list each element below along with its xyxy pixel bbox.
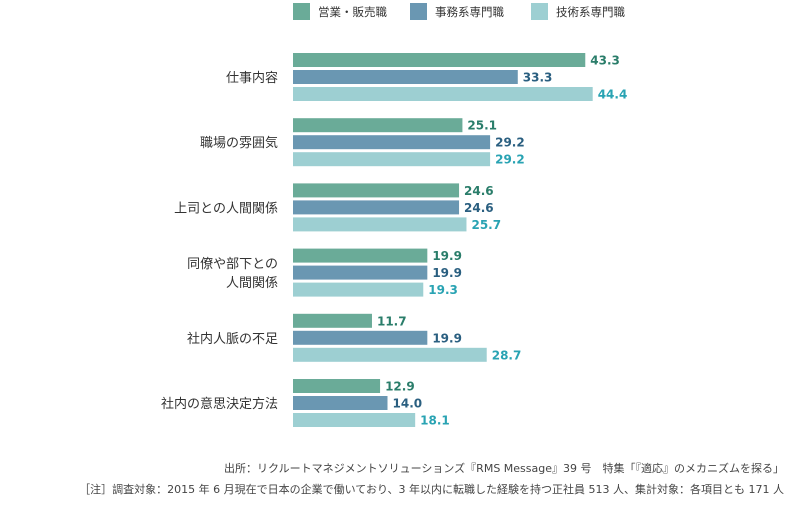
bar-6-series-2 — [293, 396, 388, 410]
value-label-1-series-2: 33.3 — [523, 71, 553, 85]
value-label-1-series-1: 43.3 — [590, 54, 620, 68]
bar-5-series-2 — [293, 330, 428, 345]
bar-6-series-3 — [293, 413, 416, 427]
value-label-4-series-1: 19.9 — [432, 249, 462, 263]
value-label-2-series-1: 25.1 — [467, 119, 497, 133]
value-label-3-series-1: 24.6 — [464, 184, 494, 198]
value-label-5-series-1: 11.7 — [377, 314, 407, 328]
bar-5-series-1 — [293, 313, 372, 328]
value-label-6-series-2: 14.0 — [393, 397, 423, 411]
source-note: 出所：リクルートマネジメントソリューションズ『RMS Message』39 号 … — [223, 462, 784, 475]
category-label-2: 職場の雰囲気 — [200, 135, 278, 151]
bar-5-series-3 — [293, 347, 487, 362]
bar-2-series-2 — [293, 135, 491, 150]
value-label-5-series-2: 19.9 — [432, 331, 462, 345]
category-label-6: 社内の意思決定方法 — [161, 396, 278, 412]
value-label-6-series-3: 18.1 — [420, 414, 450, 428]
category-label-1: 仕事内容 — [226, 70, 278, 86]
bar-3-series-1 — [293, 183, 460, 198]
value-label-4-series-2: 19.9 — [432, 266, 462, 280]
bar-4-series-1 — [293, 248, 428, 263]
bar-4-series-3 — [293, 282, 424, 297]
bar-2-series-1 — [293, 118, 463, 133]
legend-label-3: 技術系専門職 — [556, 5, 625, 19]
bar-3-series-3 — [293, 217, 467, 232]
legend-label-2: 事務系専門職 — [435, 5, 504, 19]
legend-label-1: 営業・販売職 — [318, 5, 387, 19]
footnote: ［注］調査対象：2015 年 6 月現在で日本の企業で働いており、3 年以内に転… — [79, 483, 784, 496]
category-label-3: 上司との人間関係 — [174, 201, 278, 216]
bar-1-series-2 — [293, 70, 518, 84]
value-label-3-series-2: 24.6 — [464, 201, 494, 215]
chart-notes: 出所：リクルートマネジメントソリューションズ『RMS Message』39 号 … — [79, 458, 784, 500]
value-label-1-series-3: 44.4 — [598, 88, 628, 102]
bar-6-series-1 — [293, 379, 381, 393]
category-label-4-line-2: 人間関係 — [226, 276, 278, 291]
legend-swatch-1 — [293, 3, 310, 20]
bar-1-series-3 — [293, 87, 593, 101]
legend-swatch-2 — [410, 3, 427, 20]
category-label-4-line-1: 同僚や部下との — [187, 257, 278, 272]
value-label-3-series-3: 25.7 — [471, 218, 501, 232]
bar-4-series-2 — [293, 265, 428, 280]
value-label-4-series-3: 19.3 — [428, 283, 458, 297]
value-label-2-series-3: 29.2 — [495, 153, 525, 167]
bar-1-series-1 — [293, 53, 586, 67]
value-label-2-series-2: 29.2 — [495, 136, 525, 150]
value-label-6-series-1: 12.9 — [385, 380, 415, 394]
legend-swatch-3 — [531, 3, 548, 20]
value-label-5-series-3: 28.7 — [492, 348, 522, 362]
category-label-5: 社内人脈の不足 — [187, 331, 278, 347]
bar-3-series-2 — [293, 200, 460, 215]
bar-2-series-3 — [293, 152, 491, 167]
